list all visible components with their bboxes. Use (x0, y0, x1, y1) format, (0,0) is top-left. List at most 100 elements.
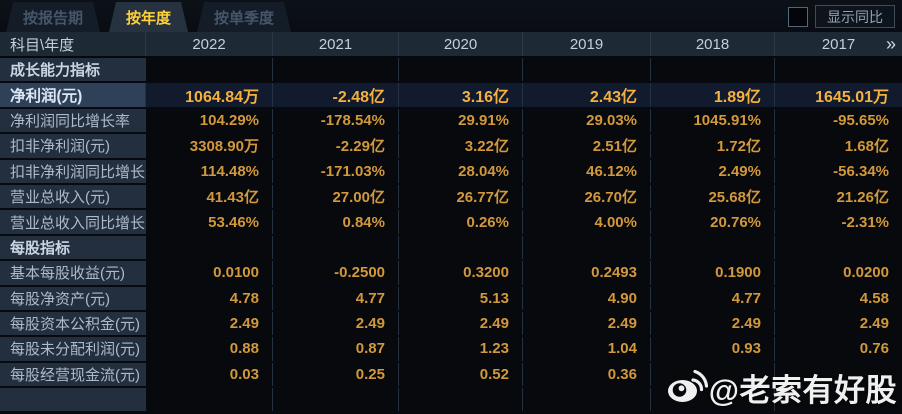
year-header-label: 2017 (821, 35, 856, 53)
row-label: 营业总收入(元) (0, 184, 145, 209)
cell-value: 114.48% (145, 159, 272, 183)
cell-value: -2.31% (774, 210, 902, 234)
cell-value: 0.76 (774, 337, 902, 361)
table-row: 扣非净利润同比增长率114.48%-171.03%28.04%46.12%2.4… (0, 159, 902, 185)
table-body: 成长能力指标 净利润(元) 1064.84万 -2.48亿 3.16亿 2.43亿 1.89… (0, 58, 902, 414)
cell-value (774, 388, 902, 412)
cell-value: 0.93 (650, 337, 774, 361)
cell-value: 4.90 (522, 286, 650, 310)
cell-value: 0.26% (398, 210, 522, 234)
year-header-label: 2022 (192, 35, 226, 53)
cell-value: 25.68亿 (650, 184, 774, 209)
cell-value (774, 58, 902, 82)
table-row: 营业总收入(元) 41.43亿 27.00亿 26.77亿 26.70亿 25.68亿 21… (0, 184, 902, 211)
year-header: 2019 (522, 32, 650, 56)
cell-value (650, 388, 774, 412)
row-label (0, 388, 145, 412)
cell-value: 3.16亿 (398, 83, 522, 108)
cell-value: 20.76% (650, 210, 774, 234)
cell-value (522, 235, 650, 260)
table-row: 每股经营现金流(元) 0.03 0.25 0.52 0.36 (0, 362, 902, 389)
cell-value: 0.36 (522, 362, 650, 387)
year-header: 2018 (650, 32, 774, 56)
table-row: 营业总收入同比增长率53.46%0.84%0.26%4.00%20.76%-2.… (0, 210, 902, 236)
cell-value: 1.23 (398, 337, 522, 361)
year-header: 2021 (272, 32, 398, 56)
table-row: 基本每股收益(元) 0.0100 -0.2500 0.3200 0.2493 0.1900… (0, 261, 902, 287)
row-label: 每股经营现金流(元) (0, 362, 145, 387)
year-header-label: 2021 (318, 35, 353, 53)
row-label: 成长能力指标 (0, 58, 145, 82)
top-controls: 显示同比 (788, 5, 895, 28)
cell-value: 1.72亿 (650, 134, 774, 158)
cell-value (398, 388, 522, 412)
year-header: 2020 (398, 32, 522, 56)
year-header-label: 2018 (695, 35, 730, 53)
cell-value: 104.29% (145, 108, 272, 133)
cell-value: 2.49 (650, 311, 774, 336)
cell-value (272, 388, 398, 412)
table-row: 扣非净利润(元) 3308.90万 -2.29亿 3.22亿 2.51亿 1.72亿 1.6… (0, 134, 902, 160)
row-label: 每股资本公积金(元) (0, 311, 145, 336)
row-label: 基本每股收益(元) (0, 261, 145, 285)
cell-value (398, 58, 522, 82)
cell-value: 1064.84万 (145, 83, 272, 108)
cell-value: 0.2493 (522, 261, 650, 285)
year-header: 2022 (145, 32, 272, 56)
tab-single-quarter[interactable]: 按单季度 (197, 2, 291, 32)
show-yoy-label[interactable]: 显示同比 (815, 5, 895, 28)
table-header-row: 科目\年度 2022 2021 2020 2019 2018 2017 » (0, 32, 902, 58)
cell-value: -95.65% (774, 108, 902, 133)
year-header-label: 2020 (443, 35, 478, 53)
cell-value (145, 235, 272, 260)
cell-value: 3.22亿 (398, 134, 522, 158)
year-header-label: 2019 (569, 35, 604, 53)
cell-value: 46.12% (522, 159, 650, 183)
show-yoy-checkbox[interactable] (788, 6, 808, 27)
cell-value: 3308.90万 (145, 134, 272, 158)
cell-value: 26.77亿 (398, 184, 522, 209)
cell-value: 0.52 (398, 362, 522, 387)
cell-value (522, 388, 650, 412)
row-label: 每股净资产(元) (0, 286, 145, 310)
cell-value: 2.49 (522, 311, 650, 336)
corner-header: 科目\年度 (10, 36, 75, 54)
cell-value: 2.49 (774, 311, 902, 336)
cell-value: 2.43亿 (522, 83, 650, 108)
cell-value: -2.29亿 (272, 134, 398, 158)
cell-value: 29.91% (398, 108, 522, 133)
table-row: 每股未分配利润(元) 0.88 0.87 1.23 1.04 0.93 0.76 (0, 337, 902, 363)
period-tabbar: 按报告期 按年度 按单季度 显示同比 (0, 0, 902, 32)
table-row: 净利润同比增长率 104.29% -178.54% 29.91% 29.03% 1045.… (0, 108, 902, 135)
cell-value (272, 58, 398, 82)
cell-value: 21.26亿 (774, 184, 902, 209)
tab-annual[interactable]: 按年度 (109, 2, 188, 32)
cell-value: 41.43亿 (145, 184, 272, 209)
cell-value: 1.68亿 (774, 134, 902, 158)
cell-value: 4.78 (145, 286, 272, 310)
cell-value (650, 58, 774, 82)
cell-value: 2.49 (272, 311, 398, 336)
cell-value: 1045.91% (650, 108, 774, 133)
cell-value (774, 362, 902, 387)
cell-value: 2.51亿 (522, 134, 650, 158)
cell-value: 0.3200 (398, 261, 522, 285)
cell-value: 53.46% (145, 210, 272, 234)
table-row: 净利润(元) 1064.84万 -2.48亿 3.16亿 2.43亿 1.89亿 1645.… (0, 83, 902, 109)
table-row: 每股净资产(元) 4.78 4.77 5.13 4.90 4.77 4.58 (0, 286, 902, 312)
row-label: 扣非净利润(元) (0, 134, 145, 158)
cell-value: -0.2500 (272, 261, 398, 285)
cell-value (272, 235, 398, 260)
cell-value: 0.25 (272, 362, 398, 387)
cell-value: 0.03 (145, 362, 272, 387)
cell-value: 2.49 (145, 311, 272, 336)
cell-value: 27.00亿 (272, 184, 398, 209)
tab-report-period[interactable]: 按报告期 (6, 2, 100, 32)
row-label: 扣非净利润同比增长率 (0, 159, 145, 183)
more-years-icon[interactable]: » (885, 34, 896, 54)
row-label: 净利润同比增长率 (0, 108, 145, 133)
cell-value: 4.77 (650, 286, 774, 310)
cell-value: -2.48亿 (272, 83, 398, 108)
row-label: 每股未分配利润(元) (0, 337, 145, 361)
cell-value: 0.88 (145, 337, 272, 361)
